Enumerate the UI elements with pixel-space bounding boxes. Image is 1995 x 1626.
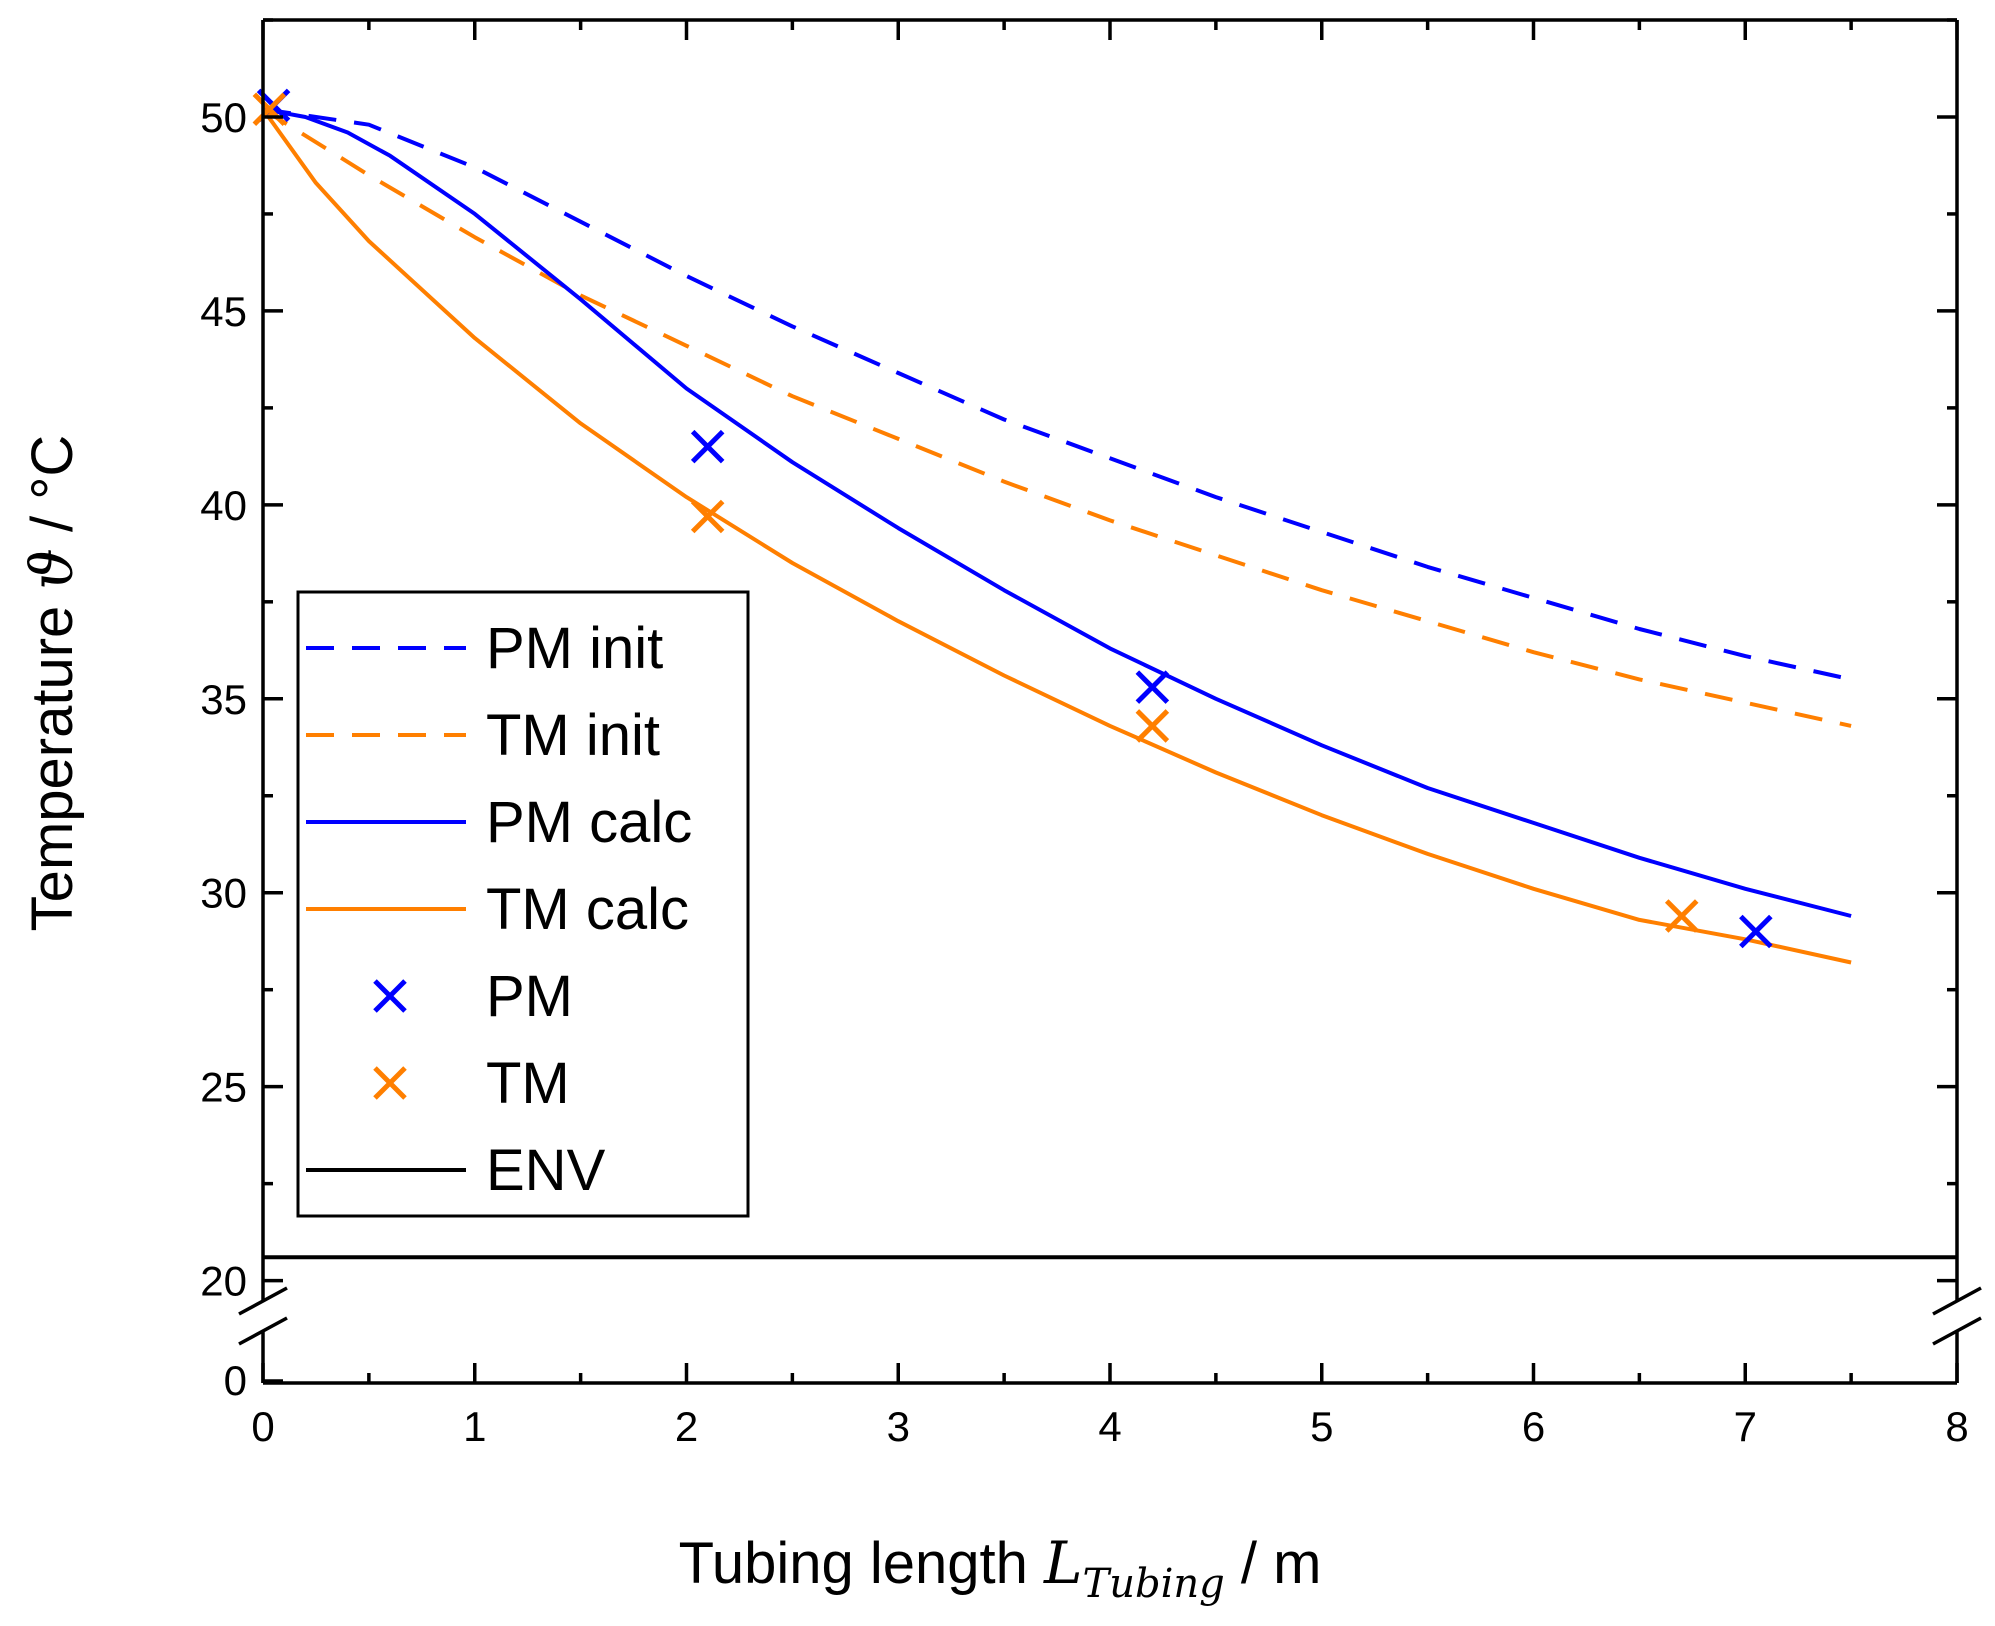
y-tick-label: 30 — [200, 870, 247, 917]
x-tick-label: 6 — [1522, 1403, 1545, 1450]
legend-item-pm-init: PM init — [306, 616, 663, 681]
x-axis-title-prefix: Tubing length — [679, 1531, 1044, 1596]
tm-point — [1135, 709, 1170, 743]
legend-label-pm: PM — [486, 964, 573, 1029]
y-tick-label: 0 — [224, 1357, 247, 1404]
y-tick-label: 35 — [200, 676, 247, 723]
x-axis-title: Tubing length LTubing / m — [679, 1529, 1322, 1607]
legend-label-pm-init: PM init — [486, 616, 663, 681]
y-tick-label: 50 — [200, 94, 247, 141]
y-axis-title: Temperature ϑ / °C — [18, 435, 86, 932]
x-tick-label: 7 — [1734, 1403, 1757, 1450]
y-tick-label: 20 — [200, 1258, 247, 1305]
x-tick-label: 8 — [1945, 1403, 1968, 1450]
legend-swatch-tm — [373, 1066, 407, 1100]
left-axis-break — [238, 1286, 288, 1346]
legend-swatch-pm — [373, 979, 407, 1013]
pm-point — [690, 429, 725, 464]
x-tick-label: 2 — [675, 1403, 698, 1450]
x-tick-label: 1 — [463, 1403, 486, 1450]
y-axis-title-prefix: Temperature — [20, 590, 85, 932]
legend-item-env: ENV — [306, 1138, 606, 1203]
legend-item-tm: TM — [373, 1051, 570, 1116]
y-axis-title-symbol: ϑ — [18, 548, 86, 589]
x-tick-label: 3 — [887, 1403, 910, 1450]
y-axis-title-suffix: / °C — [20, 435, 85, 548]
pm-point — [1135, 670, 1170, 704]
legend-label-env: ENV — [486, 1138, 606, 1203]
tm-init-line — [261, 107, 1852, 728]
pm-init-line — [262, 107, 1852, 682]
pm-calc-line — [262, 107, 1852, 918]
legend-box — [296, 590, 750, 1218]
pm-point — [1739, 914, 1773, 949]
plot-area — [252, 88, 1957, 1260]
right-axis-break — [1932, 1286, 1982, 1346]
legend-item-tm-init: TM init — [306, 703, 660, 768]
tm-point — [1664, 899, 1699, 933]
legend-label-tm: TM — [486, 1051, 570, 1116]
x-tick-label: 4 — [1098, 1403, 1121, 1450]
y-tick-label: 45 — [200, 288, 247, 335]
x-axis-title-symbol: L — [1043, 1529, 1083, 1597]
tm-point — [690, 499, 725, 534]
x-tick-label: 5 — [1310, 1403, 1333, 1450]
legend: PM init TM init PM calc TM calc PM TM ENV — [296, 590, 750, 1218]
legend-label-tm-calc: TM calc — [486, 877, 689, 942]
tm-calc-line — [261, 108, 1852, 965]
y-tick-label: 25 — [200, 1064, 247, 1111]
legend-item-pm-calc: PM calc — [306, 790, 692, 855]
legend-label-tm-init: TM init — [486, 703, 660, 768]
tm-point — [252, 92, 287, 126]
axis-titles: Tubing length LTubing / m Temperature ϑ … — [18, 435, 1321, 1607]
y-tick-label: 40 — [200, 482, 247, 529]
x-axis-title-suffix: / m — [1225, 1531, 1322, 1596]
legend-label-pm-calc: PM calc — [486, 790, 692, 855]
legend-item-tm-calc: TM calc — [306, 877, 689, 942]
x-axis-title-subscript: Tubing — [1083, 1561, 1225, 1607]
legend-item-pm: PM — [373, 964, 573, 1029]
x-tick-label: 0 — [251, 1403, 274, 1450]
